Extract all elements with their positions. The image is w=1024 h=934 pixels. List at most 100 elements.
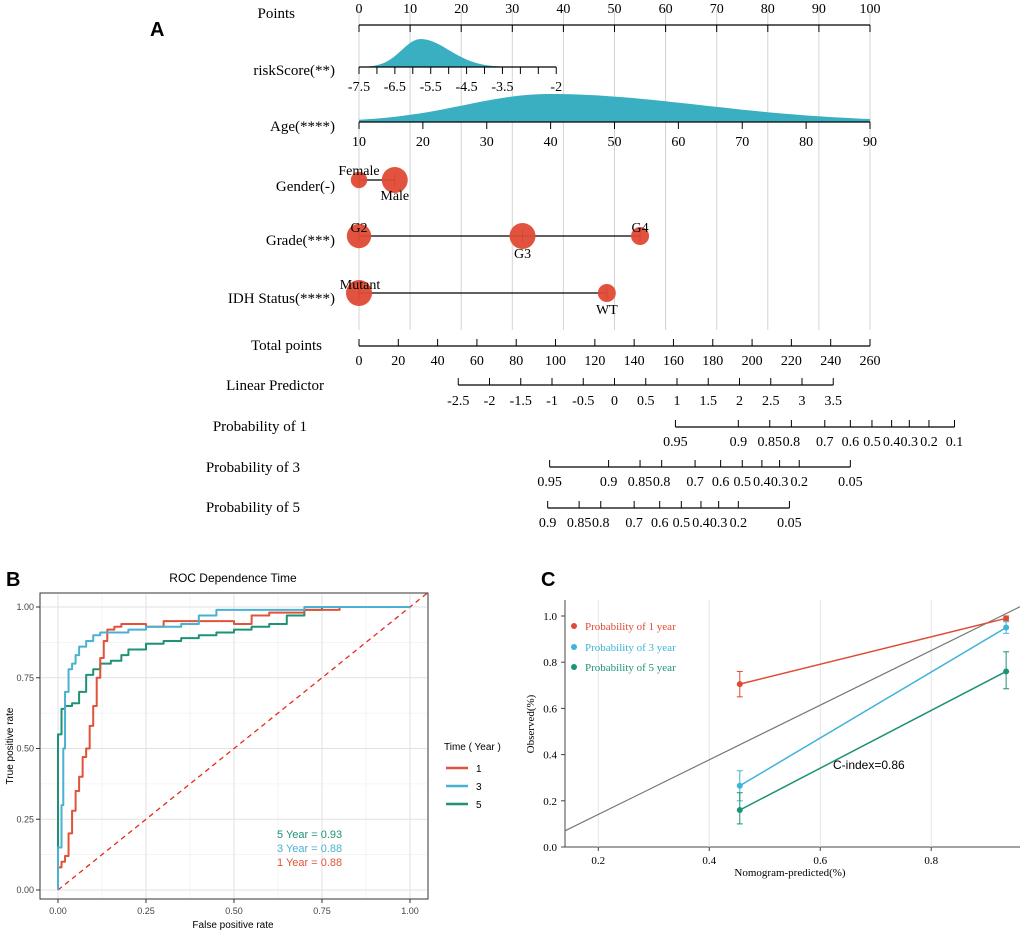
cal-y-tick-label: 0.2: [543, 796, 557, 808]
idh-level-marker: [346, 280, 372, 306]
riskscore-tick-label: -7.5: [348, 80, 370, 95]
row-label-grade: Grade(***): [266, 233, 335, 249]
cal-legend-marker-5: [571, 664, 577, 670]
cal-point: [736, 681, 743, 688]
roc-curve-1-year: [57, 606, 410, 890]
age-tick-label: 80: [799, 135, 813, 150]
p3-tick-label: 0.85: [628, 475, 653, 490]
gender-level-marker: [350, 171, 368, 189]
p1-tick-label: 0.85: [758, 435, 783, 450]
cal-x-axis-label: Nomogram-predicted(%): [734, 867, 846, 879]
roc-panel: B ROC Dependence Time 0.00 0.25 0.50 0.75 1.…: [5, 569, 501, 931]
roc-series: [57, 592, 429, 891]
roc-annotation-3-year: 3 Year = 0.88: [277, 843, 342, 855]
roc-legend: Time ( Year ) 1 3 5: [444, 742, 501, 811]
roc-legend-label-1: 1: [476, 764, 482, 775]
cal-point: [1003, 615, 1010, 622]
nomogram-panel: A Points riskScore(**) Age(****) Gender(…: [150, 2, 963, 531]
p1-tick-label: 0.95: [663, 435, 688, 450]
linear-predictor-tick-label: 3: [798, 394, 805, 409]
p3-tick-label: 0.95: [537, 475, 562, 490]
age-tick-label: 20: [416, 135, 430, 150]
cal-y-tick-label: 0.8: [543, 657, 557, 669]
roc-axis-ticks: 0.00 0.25 0.50 0.75 1.00 0.00 0.25 0.50 0.75 1.00: [16, 602, 418, 916]
points-tick-label: 0: [356, 2, 363, 17]
grade-level-marker: [346, 223, 372, 249]
roc-x-tick-label: 0.00: [49, 906, 67, 916]
row-label-total-points: Total points: [251, 338, 322, 354]
points-tick-label: 20: [454, 2, 468, 17]
p5-tick-label: 0.9: [539, 516, 557, 531]
age-tick-label: 10: [352, 135, 366, 150]
row-label-age: Age(****): [270, 119, 335, 135]
p5-tick-label: 0.3: [710, 516, 728, 531]
grade-level-marker: [509, 223, 536, 249]
linear-predictor-tick-label: 3.5: [824, 394, 842, 409]
panel-b-label: B: [6, 569, 20, 591]
roc-title: ROC Dependence Time: [169, 571, 297, 585]
idh-level-label: Mutant: [340, 278, 381, 293]
gender-level-label: Male: [380, 189, 409, 204]
riskscore-density: [362, 39, 517, 67]
roc-y-tick-label: 1.00: [16, 602, 34, 612]
points-tick-label: 50: [608, 2, 622, 17]
p1-tick-label: 0.4: [883, 435, 901, 450]
points-tick-label: 60: [659, 2, 673, 17]
riskscore-tick-label: -4.5: [456, 80, 478, 95]
points-tick-label: 80: [761, 2, 775, 17]
total-points-tick-label: 40: [431, 354, 445, 369]
p1-tick-label: 0.3: [901, 435, 919, 450]
row-label-linear-predictor: Linear Predictor: [226, 378, 324, 394]
cal-y-tick-label: 0.0: [543, 842, 557, 854]
cal-legend: Probability of 1 year Probability of 3 y…: [571, 621, 676, 674]
grade-level-label: G2: [350, 221, 367, 236]
cal-x-tick-label: 0.6: [813, 855, 827, 867]
total-points-tick-label: 260: [860, 354, 881, 369]
cal-y-tick-label: 1.0: [543, 611, 557, 623]
linear-predictor-tick-label: -0.5: [572, 394, 594, 409]
roc-x-tick-label: 0.50: [225, 906, 243, 916]
age-tick-label: 50: [608, 135, 622, 150]
cal-point: [1003, 668, 1010, 675]
cal-ideal-line: [564, 606, 1021, 832]
cal-point: [736, 782, 743, 789]
p1-tick-label: 0.5: [863, 435, 881, 450]
nomogram-rows: Points riskScore(**) Age(****) Gender(-)…: [206, 2, 963, 531]
linear-predictor-tick-label: -2.5: [447, 394, 469, 409]
linear-predictor-tick-label: -1: [546, 394, 558, 409]
cal-legend-marker-1: [571, 623, 577, 629]
points-tick-label: 90: [812, 2, 826, 17]
gender-level-label: Female: [338, 164, 379, 179]
linear-predictor-tick-label: -1.5: [510, 394, 532, 409]
p3-tick-label: 0.7: [686, 475, 704, 490]
p3-tick-label: 0.8: [653, 475, 671, 490]
total-points-tick-label: 220: [781, 354, 802, 369]
points-tick-label: 70: [710, 2, 724, 17]
p1-tick-label: 0.8: [783, 435, 801, 450]
p5-tick-label: 0.6: [651, 516, 669, 531]
p5-tick-label: 0.85: [567, 516, 592, 531]
total-points-tick-label: 160: [663, 354, 684, 369]
riskscore-tick-label: -6.5: [384, 80, 406, 95]
grade-level-label: G4: [631, 221, 648, 236]
riskscore-tick-label: -2: [550, 80, 562, 95]
total-points-tick-label: 240: [820, 354, 841, 369]
age-tick-label: 90: [863, 135, 877, 150]
p5-tick-label: 0.7: [625, 516, 643, 531]
p1-tick-label: 0.2: [920, 435, 938, 450]
linear-predictor-tick-label: 2: [736, 394, 743, 409]
cal-x-tick-label: 0.8: [924, 855, 938, 867]
cal-line-series-1: [739, 617, 1007, 685]
total-points-tick-label: 80: [509, 354, 523, 369]
idh-level-marker: [597, 284, 616, 302]
gender-level-marker: [381, 167, 408, 193]
row-label-prob-3: Probability of 3: [206, 460, 300, 476]
cal-gridlines: [597, 600, 932, 847]
total-points-tick-label: 180: [702, 354, 723, 369]
row-label-prob-5: Probability of 5: [206, 500, 300, 516]
age-tick-label: 30: [480, 135, 494, 150]
cal-c-index: C-index=0.86: [833, 758, 905, 772]
roc-curve-3-year: [57, 606, 410, 890]
grade-level-marker: [631, 227, 650, 245]
row-label-gender: Gender(-): [276, 179, 335, 195]
